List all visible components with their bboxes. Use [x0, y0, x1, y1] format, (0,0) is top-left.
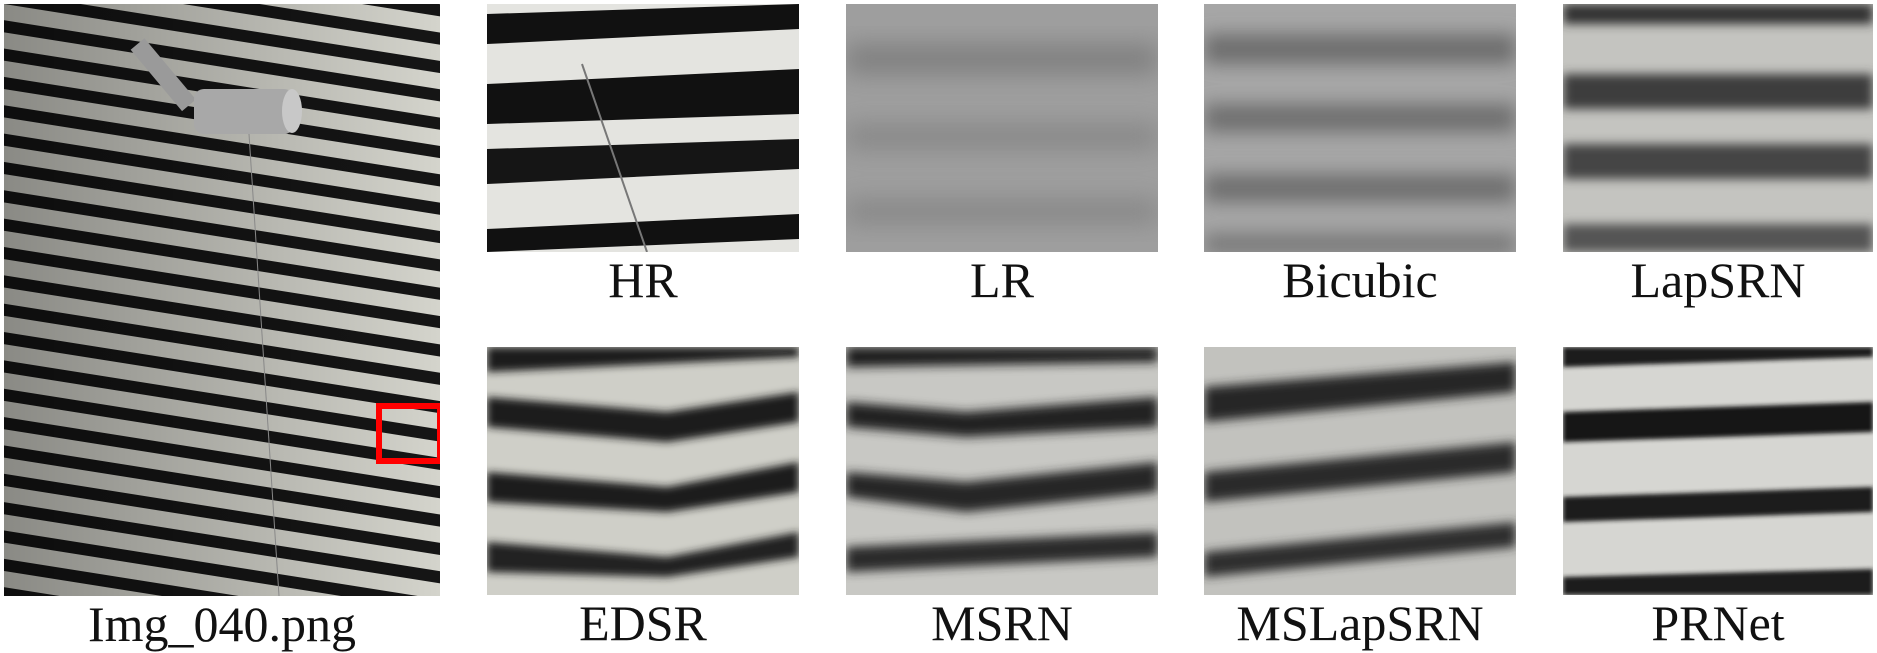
patch-prnet	[1563, 347, 1873, 595]
blinds-photo	[4, 4, 440, 596]
patch-lapsrn	[1563, 4, 1873, 252]
main-image	[4, 4, 440, 596]
patch-hr-caption: HR	[608, 252, 678, 308]
patch-lr-caption: LR	[970, 252, 1034, 308]
patch-edsr-caption: EDSR	[579, 595, 707, 651]
patch-hr	[487, 4, 799, 252]
patch-lr	[846, 4, 1158, 252]
patch-msrn	[846, 347, 1158, 595]
patch-msrn-caption: MSRN	[931, 595, 1073, 651]
patch-edsr	[487, 347, 799, 595]
patch-mslapsrn-caption: MSLapSRN	[1236, 595, 1484, 651]
patch-mslapsrn	[1204, 347, 1516, 595]
patch-bicubic-caption: Bicubic	[1282, 252, 1438, 308]
patch-bicubic	[1204, 4, 1516, 252]
main-image-caption: Img_040.png	[87, 596, 357, 652]
highlight-box	[376, 403, 440, 464]
patch-lapsrn-caption: LapSRN	[1630, 252, 1806, 308]
patch-prnet-caption: PRNet	[1651, 595, 1785, 651]
